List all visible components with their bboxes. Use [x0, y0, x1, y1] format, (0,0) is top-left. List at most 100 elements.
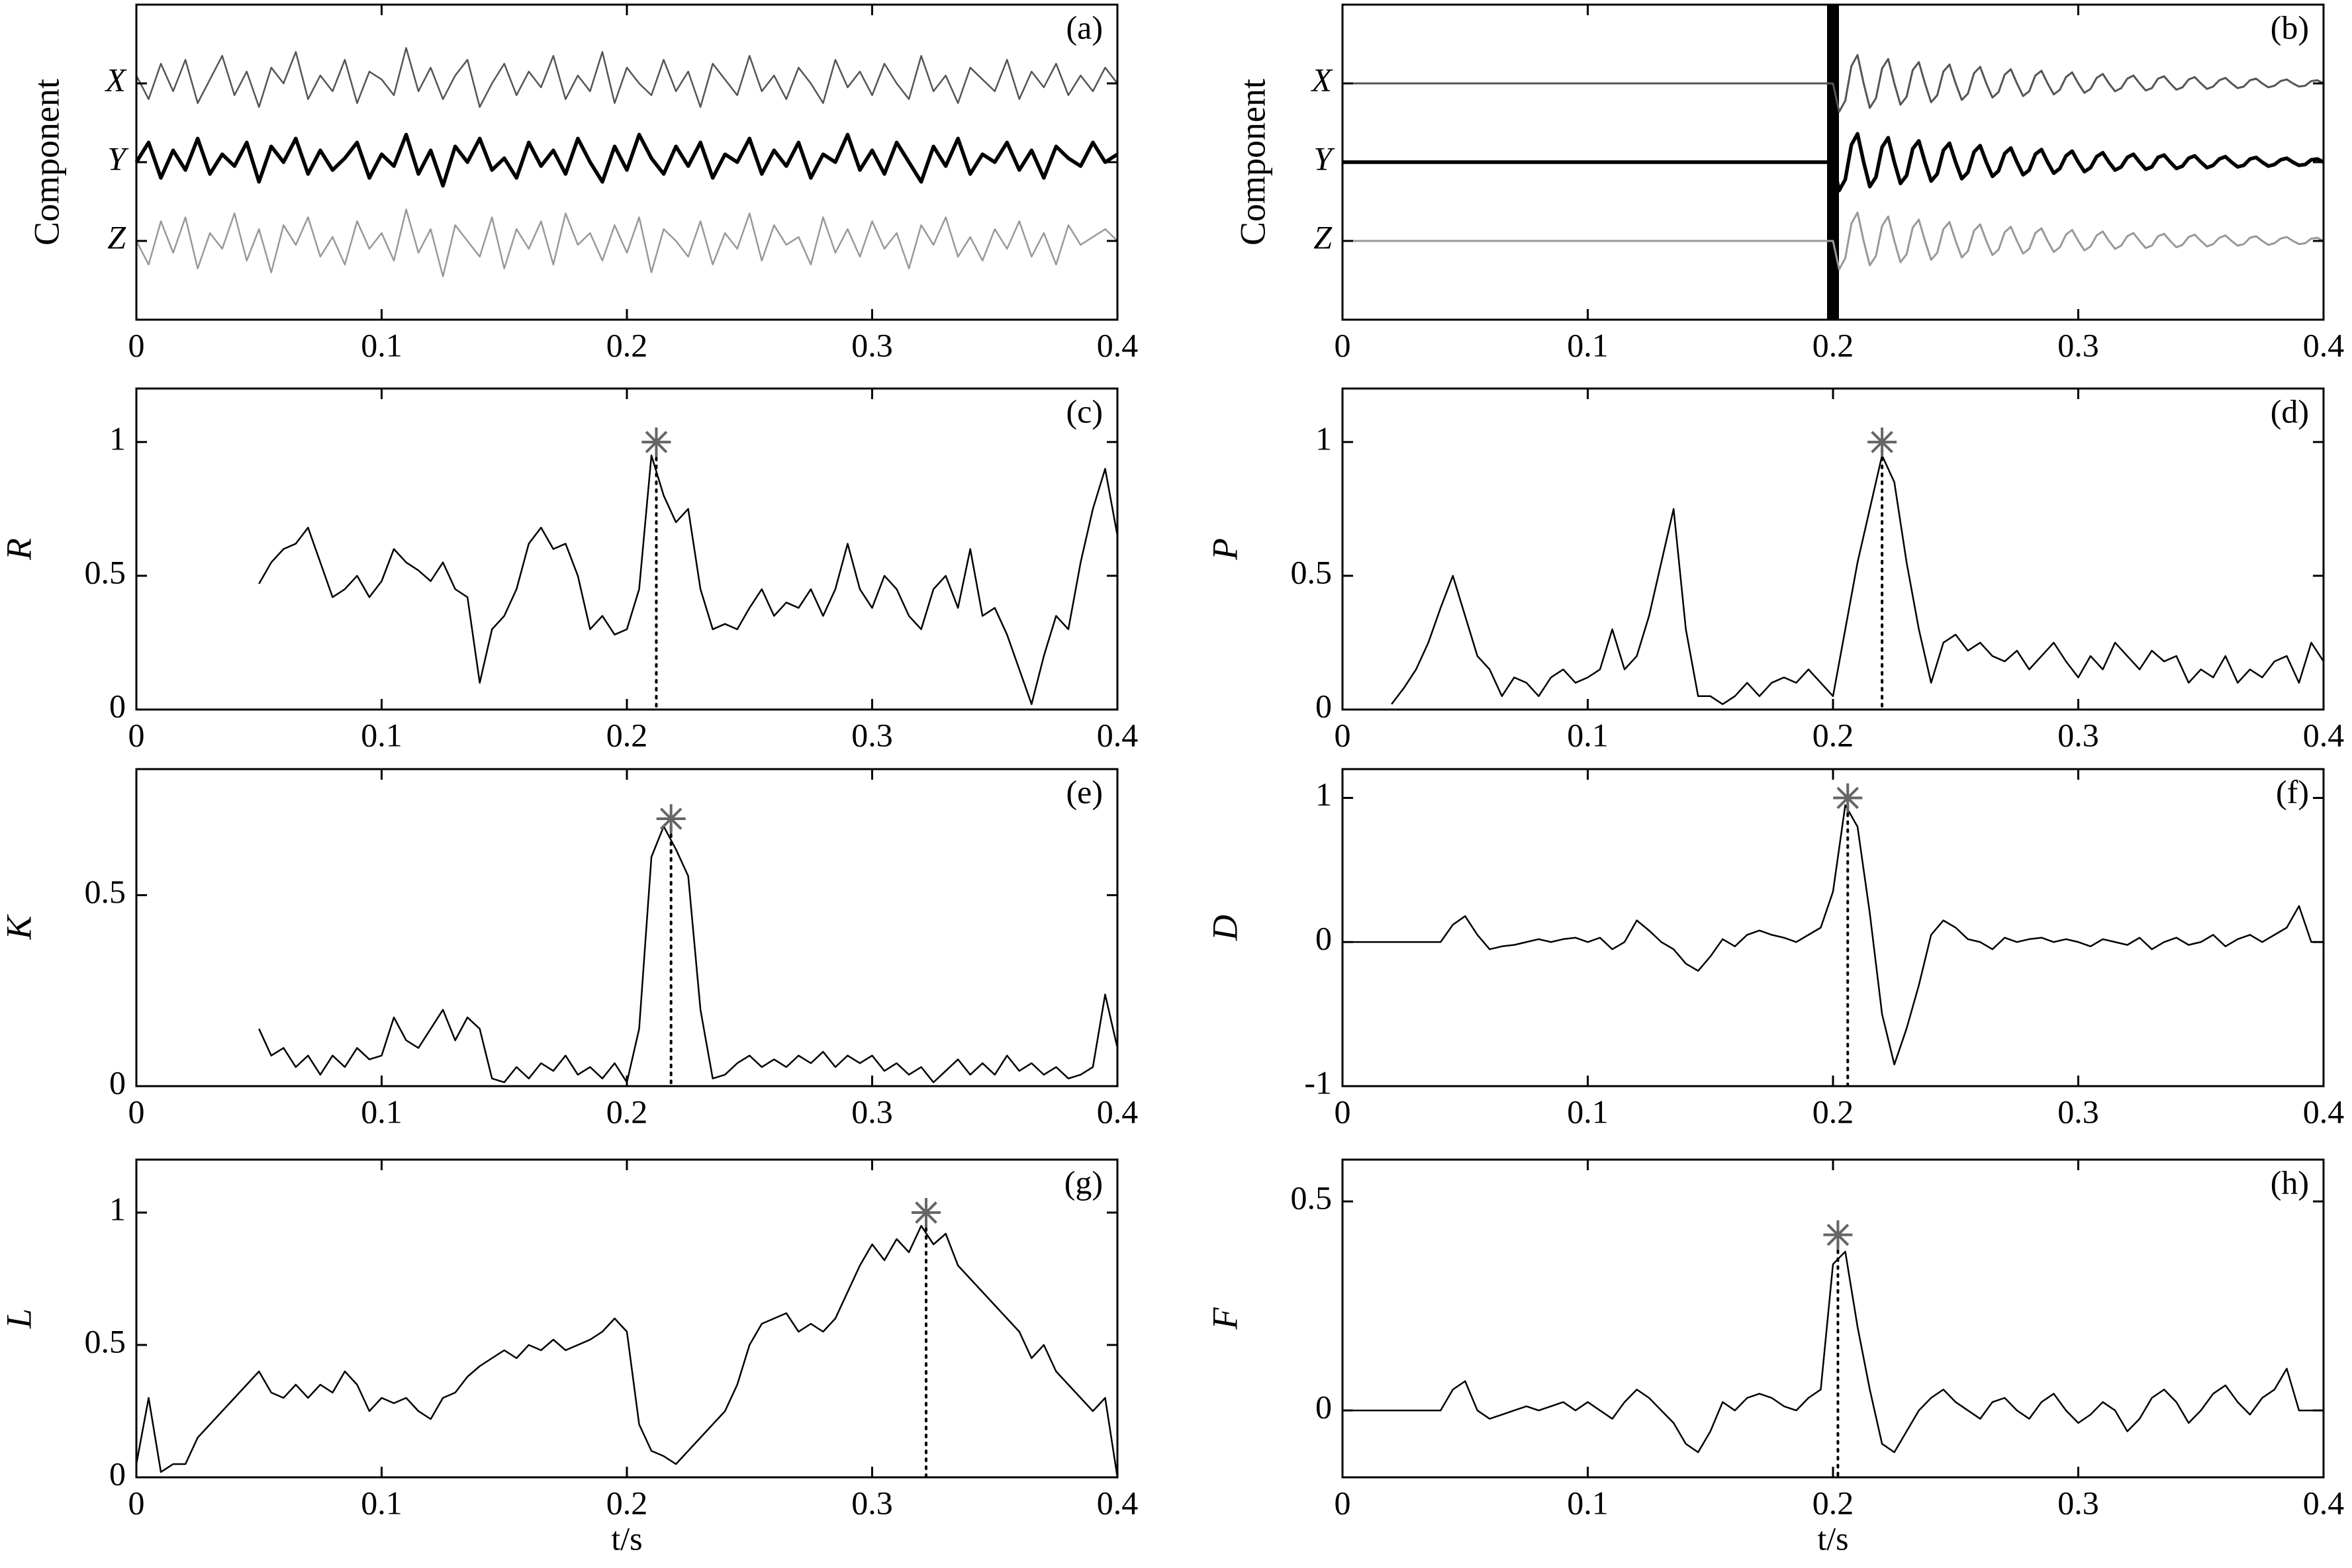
y-tick-label: 1 [1315, 776, 1332, 813]
x-tick-label: 0.3 [2057, 326, 2099, 363]
x-tick-label: 0.3 [851, 1093, 893, 1130]
y-axis-label: R [0, 538, 38, 561]
y-tick-label: 0 [109, 1064, 126, 1101]
x-tick-label: 0.1 [361, 326, 402, 363]
series-line [134, 132, 1119, 188]
peak-stroke [1826, 1223, 1850, 1246]
series-line [135, 1224, 1119, 1478]
panel-label: (h) [2271, 1164, 2309, 1201]
x-tick-label: 0 [1335, 716, 1351, 753]
plot-frame [1341, 768, 2325, 1087]
peak-stroke [1836, 786, 1859, 809]
x-tick-label: 0.1 [361, 716, 402, 753]
peak-marker [1867, 427, 1897, 457]
peak-marker [1823, 1220, 1853, 1250]
panel-label: (a) [1066, 9, 1104, 46]
plot-frame [135, 768, 1119, 1087]
y-tick-label: 0.5 [85, 1322, 126, 1360]
y-axis-label: K [0, 914, 38, 941]
panel: 0 0.1 0.2 0.3 0.4 Z Y X (b) Component [1233, 3, 2345, 363]
x-axis-label: t/s [611, 1520, 642, 1557]
y-tick-label: Z [1313, 218, 1333, 255]
y-tick-label: 1 [109, 420, 126, 457]
x-tick-label: 0.1 [1567, 1093, 1609, 1130]
x-tick-label: 0.4 [1097, 716, 1139, 753]
x-tick-label: 0 [128, 326, 145, 363]
x-tick-label: 0.3 [2057, 1093, 2099, 1130]
x-tick-label: 0.4 [2303, 1093, 2345, 1130]
x-tick-label: 0.4 [1097, 1484, 1139, 1521]
y-tick-label: 0.5 [1291, 1179, 1333, 1217]
y-tick-label: 1 [1315, 420, 1332, 457]
x-tick-label: 0.2 [1812, 1093, 1854, 1130]
x-tick-label: 0.4 [2303, 716, 2345, 753]
x-tick-label: 0 [1335, 1093, 1351, 1130]
series-line [1391, 454, 2325, 706]
plot-frame [1341, 387, 2325, 711]
x-tick-label: 0.4 [1097, 1093, 1139, 1130]
x-axis-label: t/s [1817, 1520, 1848, 1557]
panel-label: (d) [2271, 392, 2309, 430]
x-tick-label: 0.1 [361, 1093, 402, 1130]
y-tick-label: 0 [1315, 1388, 1332, 1425]
panel: 0 0.1 0.2 0.3 0.4 0 0.5 1 (g) Lt/s [0, 1158, 1139, 1557]
series-line [1342, 211, 2324, 271]
panel: 0 0.1 0.2 0.3 0.4 0 0.5 (e) K [0, 768, 1139, 1130]
x-tick-label: 0.2 [1812, 326, 1854, 363]
series-line [258, 454, 1119, 706]
peak-stroke [659, 807, 682, 830]
x-tick-label: 0.2 [606, 1093, 648, 1130]
y-axis-label: F [1205, 1307, 1245, 1330]
panel-label: (b) [2271, 9, 2309, 46]
y-tick-label: Z [107, 218, 126, 255]
series-line [258, 825, 1119, 1084]
y-tick-label: -1 [1304, 1064, 1332, 1101]
x-tick-label: 0 [128, 716, 145, 753]
panel-label: (e) [1066, 773, 1104, 810]
x-tick-label: 0.1 [1567, 326, 1609, 363]
panel-label: (f) [2276, 773, 2309, 810]
x-tick-label: 0.3 [2057, 1484, 2099, 1521]
series-line [1342, 804, 2324, 1066]
panel: 0 0.1 0.2 0.3 0.4 0 0.5 1 (c) R [0, 387, 1139, 753]
y-tick-label: 0 [109, 687, 126, 724]
y-axis-label: L [0, 1309, 38, 1329]
y-axis-label: P [1205, 538, 1245, 561]
y-tick-label: 0.5 [85, 873, 126, 910]
x-tick-label: 0.2 [606, 1484, 648, 1521]
y-tick-label: 1 [109, 1190, 126, 1227]
panel: 0 0.1 0.2 0.3 0.4 0 0.5 (h) Ft/s [1205, 1158, 2344, 1557]
y-tick-label: 0 [109, 1455, 126, 1492]
panel: 0 0.1 0.2 0.3 0.4 0 0.5 1 (d) P [1205, 387, 2345, 753]
series-line [1342, 1250, 2324, 1453]
x-tick-label: 0.1 [361, 1484, 402, 1521]
y-tick-label: X [1310, 61, 1333, 98]
y-axis-label: Component [1233, 79, 1272, 246]
y-tick-label: 0 [1315, 687, 1332, 724]
y-axis-label: D [1205, 915, 1245, 941]
y-tick-label: X [104, 61, 127, 98]
panel-label: (g) [1064, 1164, 1103, 1201]
x-tick-label: 0.2 [606, 326, 648, 363]
peak-marker [656, 804, 686, 834]
x-tick-label: 0.4 [1097, 326, 1139, 363]
y-tick-label: 0.5 [1291, 553, 1333, 590]
peak-stroke [645, 431, 668, 453]
peak-stroke [1871, 431, 1893, 453]
series-line [135, 47, 1118, 108]
x-tick-label: 0.3 [851, 1484, 893, 1521]
peak-marker [1833, 783, 1863, 813]
x-tick-label: 0.4 [2303, 326, 2345, 363]
peak-marker [912, 1198, 941, 1227]
y-axis-label: Component [26, 79, 66, 246]
series-line [1342, 54, 2324, 113]
x-tick-label: 0 [1335, 1484, 1351, 1521]
y-tick-label: Y [1313, 140, 1335, 177]
x-tick-label: 0.2 [1812, 1484, 1854, 1521]
x-tick-label: 0.1 [1567, 1484, 1609, 1521]
x-tick-label: 0.3 [851, 326, 893, 363]
y-tick-label: 0 [1315, 920, 1332, 957]
x-tick-label: 0 [1335, 326, 1351, 363]
